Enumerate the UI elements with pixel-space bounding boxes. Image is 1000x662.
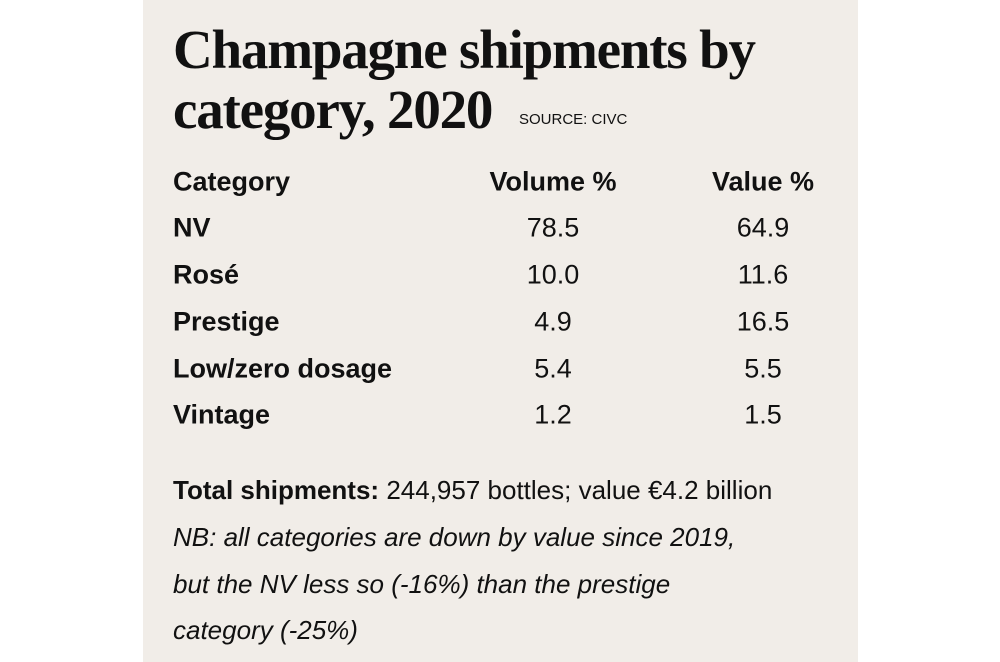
source: SOURCE: CIVC [519, 111, 628, 128]
cell: 10.0 [526, 259, 580, 290]
row-label: Prestige [173, 306, 280, 337]
cell: 5.5 [744, 353, 782, 384]
note-line: NB: all categories are down by value sin… [173, 522, 736, 552]
cell: 4.9 [534, 306, 572, 337]
cell: 78.5 [526, 212, 580, 243]
cell: 1.2 [534, 399, 572, 430]
note-line: category (-25%) [173, 615, 358, 645]
column-header: Volume % [489, 166, 617, 197]
column-header: Value % [711, 166, 815, 197]
title-line: Champagne shipments by [173, 19, 756, 80]
row-label: NV [173, 212, 211, 243]
row-label: Low/zero dosage [173, 353, 393, 384]
column-header: Category [173, 166, 291, 197]
total: Total shipments: 244,957 bottles; value … [173, 477, 772, 503]
panel [143, 0, 858, 662]
cell: 11.6 [737, 259, 789, 290]
total-label: Total shipments: [173, 475, 380, 505]
note-line: but the NV less so (-16%) than the prest… [173, 568, 671, 599]
cell: 5.4 [534, 353, 572, 384]
cell: 16.5 [736, 306, 790, 337]
cell: 1.5 [744, 399, 782, 430]
cell: 64.9 [736, 212, 790, 243]
row-label: Vintage [173, 399, 271, 430]
row-label: Rosé [173, 259, 240, 290]
total-text: 244,957 bottles; value €4.2 billion [386, 475, 773, 505]
title-line: category, 2020 [173, 79, 493, 140]
